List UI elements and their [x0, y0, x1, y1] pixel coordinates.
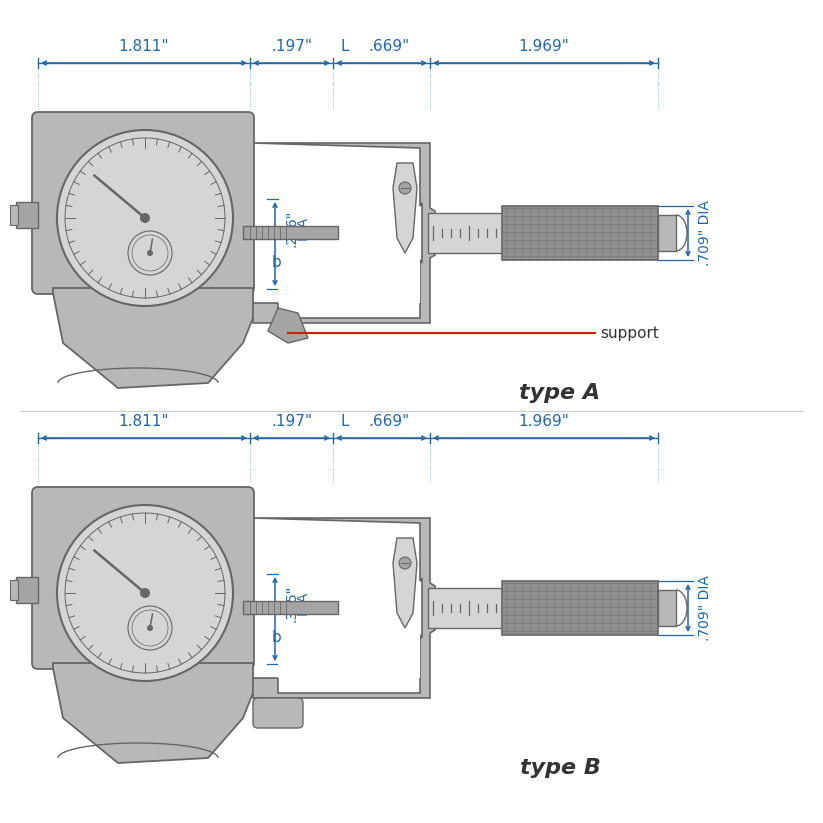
Text: DIA: DIA — [296, 216, 310, 240]
Polygon shape — [253, 143, 435, 323]
Circle shape — [399, 557, 411, 569]
Bar — [16, 577, 38, 603]
Bar — [658, 590, 676, 626]
Circle shape — [399, 182, 411, 194]
Text: L: L — [341, 414, 350, 429]
Bar — [10, 580, 18, 600]
Bar — [243, 226, 338, 239]
FancyBboxPatch shape — [32, 487, 254, 669]
Text: .197": .197" — [271, 414, 312, 429]
Circle shape — [128, 231, 172, 275]
Circle shape — [65, 513, 225, 673]
Circle shape — [65, 138, 225, 298]
Circle shape — [132, 610, 168, 646]
Circle shape — [140, 213, 150, 223]
Polygon shape — [53, 663, 253, 763]
Text: 1.969": 1.969" — [518, 414, 570, 429]
Text: type B: type B — [519, 758, 601, 778]
Circle shape — [57, 130, 233, 306]
Text: .315": .315" — [285, 584, 299, 621]
Text: .709" DIA: .709" DIA — [698, 200, 712, 266]
Text: 1.811": 1.811" — [119, 39, 170, 54]
Circle shape — [57, 505, 233, 681]
Bar — [243, 601, 338, 614]
Text: .669": .669" — [369, 39, 410, 54]
FancyBboxPatch shape — [253, 698, 303, 728]
Text: b: b — [272, 630, 281, 645]
Text: .256": .256" — [285, 209, 299, 247]
Text: .709" DIA: .709" DIA — [698, 575, 712, 641]
Bar — [278, 260, 420, 303]
Text: b: b — [272, 255, 281, 270]
FancyBboxPatch shape — [32, 112, 254, 294]
Text: 1.811": 1.811" — [119, 414, 170, 429]
Text: type A: type A — [519, 383, 601, 403]
Text: L: L — [341, 39, 350, 54]
Text: 1.969": 1.969" — [518, 39, 570, 54]
Polygon shape — [268, 308, 308, 343]
Circle shape — [147, 625, 153, 631]
Bar — [10, 205, 18, 225]
Polygon shape — [253, 518, 435, 698]
Circle shape — [140, 588, 150, 598]
Circle shape — [132, 235, 168, 271]
Polygon shape — [53, 288, 253, 388]
Bar — [16, 202, 38, 228]
Polygon shape — [393, 538, 417, 628]
Text: DIA: DIA — [296, 591, 310, 615]
Circle shape — [128, 606, 172, 650]
Bar — [502, 581, 658, 635]
Bar — [428, 213, 505, 253]
Text: .197": .197" — [271, 39, 312, 54]
Text: support: support — [600, 326, 659, 341]
Polygon shape — [393, 163, 417, 253]
Bar — [502, 206, 658, 260]
Text: .669": .669" — [369, 414, 410, 429]
Bar — [428, 588, 505, 628]
Bar — [658, 215, 676, 251]
Bar — [278, 635, 420, 678]
Circle shape — [147, 250, 153, 256]
